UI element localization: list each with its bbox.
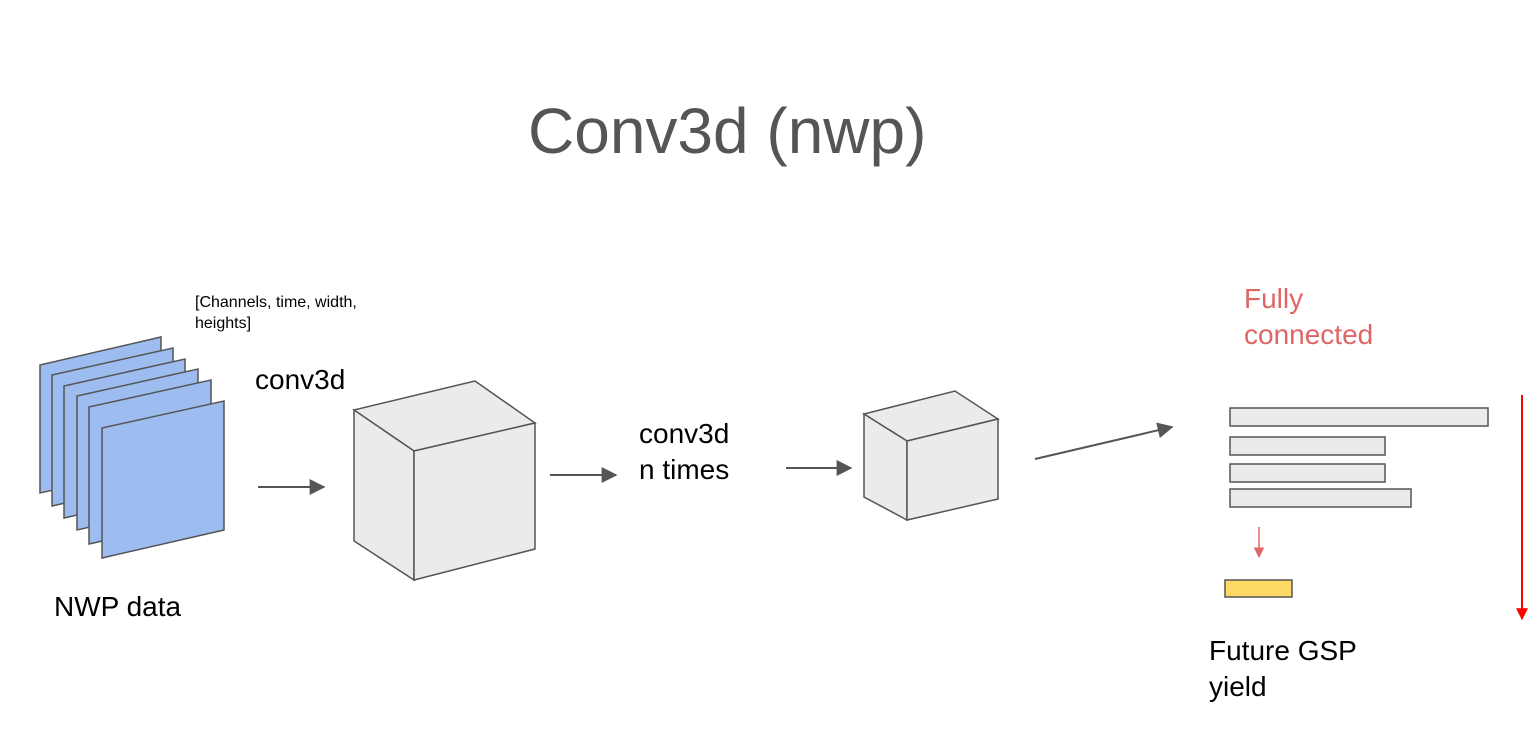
conv3d-cube-large (352, 380, 537, 582)
fc-bar-1 (1229, 407, 1489, 427)
conv3d-cube-small (862, 390, 1000, 522)
output-label-line2: yield (1209, 671, 1267, 702)
diagram-title: Conv3d (nwp) (528, 95, 927, 167)
conv3d-n-times-label: conv3d n times (639, 416, 729, 488)
conv3d-label: conv3d (255, 364, 346, 395)
fc-bar-3 (1229, 463, 1386, 483)
conv3d-n-line2: n times (639, 454, 730, 485)
shape-annotation-line1: [Channels, time, width, (195, 294, 357, 311)
output-box (1224, 579, 1293, 598)
fully-connected-line1: Fully (1244, 283, 1304, 314)
fc-bar-2 (1229, 436, 1386, 456)
output-label: Future GSP yield (1209, 633, 1357, 705)
fc-bar-4 (1229, 488, 1412, 508)
cube-small-front (906, 418, 999, 521)
cube-large-front (413, 422, 536, 581)
shape-annotation: [Channels, time, width, heights] (195, 292, 357, 334)
fully-connected-line2: connected (1244, 319, 1374, 350)
output-label-line1: Future GSP (1209, 635, 1357, 666)
conv3d-n-line1: conv3d (639, 418, 730, 449)
nwp-plate-6 (101, 400, 225, 559)
nwp-data-label: NWP data (54, 591, 182, 622)
nwp-data-stack (39, 336, 225, 559)
shape-annotation-line2: heights] (195, 315, 252, 332)
fully-connected-layers (1229, 407, 1489, 508)
arrow-to-fully-connected (1034, 422, 1174, 460)
fully-connected-label: Fully connected (1244, 281, 1373, 353)
